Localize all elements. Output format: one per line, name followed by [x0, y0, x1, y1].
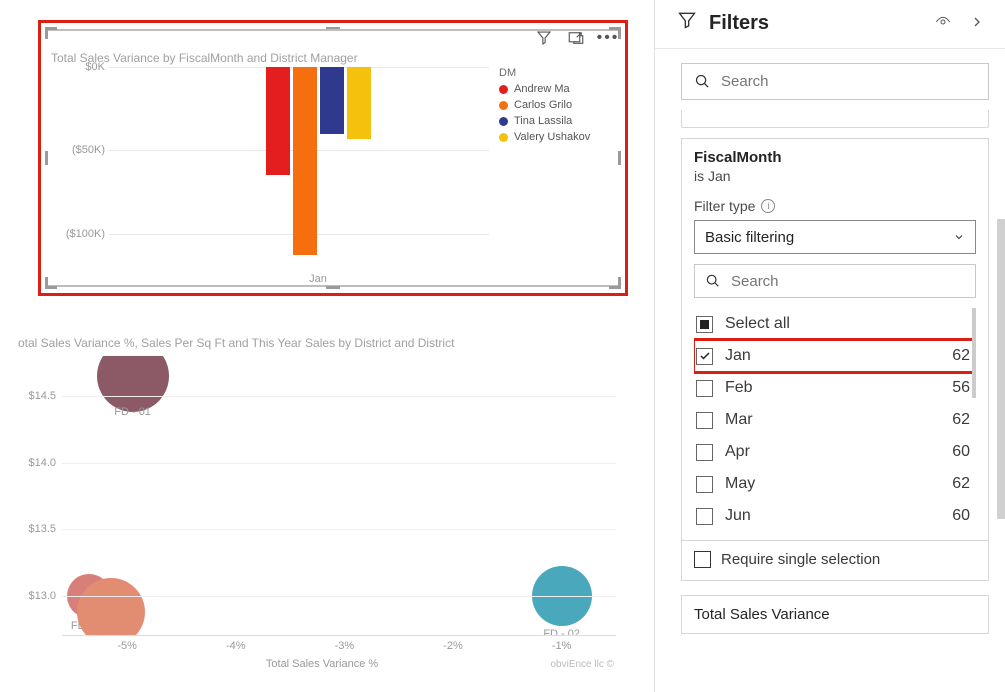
chart1-bar[interactable]: [293, 67, 317, 255]
chart2-y-tick: $14.0: [18, 457, 56, 469]
chart2-x-tick: -4%: [226, 640, 246, 652]
chart2-title: otal Sales Variance %, Sales Per Sq Ft a…: [18, 336, 454, 350]
chart1-legend-item[interactable]: Andrew Ma: [499, 83, 611, 95]
show-hide-icon[interactable]: [935, 14, 951, 33]
chart2-bubble-label: FD - 01: [114, 406, 151, 418]
chart1-x-tick: Jan: [306, 273, 330, 285]
chart1-legend: DMAndrew MaCarlos GriloTina LassilaValer…: [499, 67, 611, 147]
chart2-x-tick: -3%: [335, 640, 355, 652]
filter-row-select-all[interactable]: Select all: [694, 308, 976, 340]
filter-row-count: 62: [952, 347, 970, 365]
chart2-x-title: Total Sales Variance %: [18, 658, 626, 670]
drag-grip[interactable]: [311, 29, 355, 33]
filter-values-search-input[interactable]: [731, 273, 965, 290]
filter-row-count: 62: [952, 411, 970, 429]
filter-row[interactable]: Apr 60: [694, 436, 976, 468]
filter-row[interactable]: May 62: [694, 468, 976, 500]
chart2-bubble[interactable]: [97, 356, 169, 412]
total-sales-variance-filter-card[interactable]: Total Sales Variance: [681, 595, 989, 634]
chart2-y-tick: $13.0: [18, 590, 56, 602]
chart1-legend-item[interactable]: Valery Ushakov: [499, 131, 611, 143]
filter-row-count: 56: [952, 379, 970, 397]
chart2-attribution: obviEnce llc ©: [550, 659, 614, 670]
require-single-selection[interactable]: Require single selection: [694, 551, 976, 568]
select-all-label: Select all: [725, 315, 970, 333]
resize-handle-tl[interactable]: [45, 27, 57, 39]
next-card-title: Total Sales Variance: [694, 606, 976, 623]
chart1-legend-item[interactable]: Tina Lassila: [499, 115, 611, 127]
filter-values-search[interactable]: [694, 264, 976, 298]
sales-variance-chart-visual[interactable]: ••• Total Sales Variance by FiscalMonth …: [38, 20, 628, 296]
resize-handle-right[interactable]: [618, 151, 621, 165]
filter-row-count: 60: [952, 443, 970, 461]
filters-title: Filters: [709, 12, 769, 35]
info-icon[interactable]: i: [761, 199, 775, 213]
chart2-y-tick: $14.5: [18, 390, 56, 402]
chart2-y-tick: $13.5: [18, 523, 56, 535]
focus-mode-icon[interactable]: [567, 29, 585, 47]
filter-card-title: FiscalMonth: [694, 149, 976, 166]
chart1-legend-item[interactable]: Carlos Grilo: [499, 99, 611, 111]
chart1-y-tick: ($100K): [55, 228, 105, 240]
require-label: Require single selection: [721, 551, 880, 568]
fiscalmonth-filter-card: FiscalMonth is Jan Filter type i Basic f…: [681, 138, 989, 581]
filter-icon[interactable]: [535, 29, 553, 47]
filter-row[interactable]: Feb 56: [694, 372, 976, 404]
filter-row-label: May: [725, 475, 940, 493]
filters-search-box[interactable]: [681, 63, 989, 100]
checkbox-icon[interactable]: [696, 444, 713, 461]
chart2-x-tick: -1%: [552, 640, 572, 652]
filter-row-label: Apr: [725, 443, 940, 461]
filter-row-label: Feb: [725, 379, 940, 397]
filter-type-value: Basic filtering: [705, 229, 794, 246]
chart2-bubble[interactable]: [77, 578, 145, 636]
chart1-bar[interactable]: [320, 67, 344, 134]
chart2-x-tick: -2%: [443, 640, 463, 652]
checkbox-indeterminate-icon[interactable]: [696, 316, 713, 333]
filter-row[interactable]: Mar 62: [694, 404, 976, 436]
filter-list-scrollbar[interactable]: [972, 308, 976, 398]
resize-handle-left[interactable]: [45, 151, 48, 165]
filter-card-summary: is Jan: [694, 168, 976, 184]
checkbox-icon[interactable]: [694, 551, 711, 568]
filter-type-select[interactable]: Basic filtering: [694, 220, 976, 254]
filter-row-label: Jan: [725, 347, 940, 365]
bubble-chart-visual[interactable]: FD - 01FD - 03FD - 04FD - 02 Total Sales…: [18, 356, 626, 672]
chart1-bar[interactable]: [347, 67, 371, 139]
filters-pane-scrollbar[interactable]: [995, 49, 1005, 689]
checkbox-checked-icon[interactable]: [696, 348, 713, 365]
checkbox-icon[interactable]: [696, 476, 713, 493]
checkbox-icon[interactable]: [696, 380, 713, 397]
filter-row[interactable]: Jan 62: [694, 340, 976, 372]
collapse-pane-icon[interactable]: [969, 14, 985, 33]
filter-row-count: 62: [952, 475, 970, 493]
previous-filter-card-edge: [681, 110, 989, 128]
filter-row-label: Jun: [725, 507, 940, 525]
filters-search-input[interactable]: [721, 73, 976, 90]
resize-handle-bottom[interactable]: [326, 286, 340, 289]
chart2-x-tick: -5%: [117, 640, 137, 652]
funnel-icon: [677, 10, 697, 36]
chart1-y-tick: ($50K): [55, 144, 105, 156]
more-options-icon[interactable]: •••: [599, 29, 617, 47]
filter-row-label: Mar: [725, 411, 940, 429]
filters-pane: Filters FiscalMonth is Jan Filter type i: [654, 0, 1005, 692]
checkbox-icon[interactable]: [696, 412, 713, 429]
filter-type-label: Filter type: [694, 198, 755, 214]
filter-row-count: 60: [952, 507, 970, 525]
filter-row[interactable]: Jun 60: [694, 500, 976, 530]
chart1-y-tick: $0K: [55, 61, 105, 73]
chart1-bar[interactable]: [266, 67, 290, 175]
checkbox-icon[interactable]: [696, 508, 713, 525]
